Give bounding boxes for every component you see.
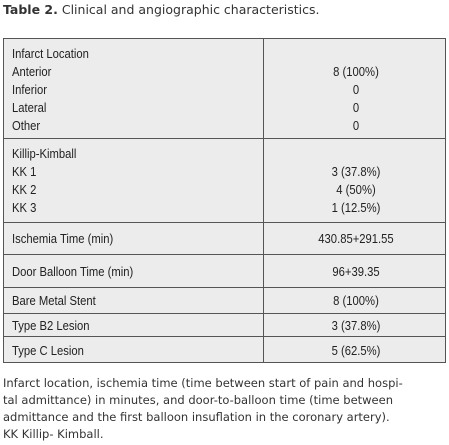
row-label: KK 1 (12, 165, 37, 179)
table-title: Table 2. Clinical and angiographic chara… (3, 2, 320, 17)
row-label: Anterior (12, 65, 52, 79)
table-row: Door Balloon Time (min) 96+39.35 (4, 255, 445, 288)
table-number: Table 2. (3, 2, 58, 17)
row-value: 0 (352, 101, 360, 115)
footnote-line: KK Killip- Kimball. (3, 427, 104, 441)
row-label: Other (12, 119, 41, 133)
footnote: Infarct location, ischemia time (time be… (3, 375, 403, 443)
row-value: 0 (352, 83, 360, 97)
row-label: Bare Metal Stent (12, 294, 96, 308)
row-label: Lateral (12, 101, 47, 115)
row-value: 0 (352, 119, 360, 133)
row-value: 430.85+291.55 (318, 232, 394, 246)
row-value: 5 (62.5%) (331, 343, 381, 358)
column-divider (263, 39, 264, 362)
row-value: 3 (37.8%) (331, 318, 381, 333)
table-row: Type B2 Lesion 3 (37.8%) (4, 314, 445, 337)
footnote-line: Infarct location, ischemia time (time be… (3, 376, 403, 390)
row-label: KK 2 (12, 183, 37, 197)
table-row: Killip-Kimball KK 1 3 (37.8%) KK 2 4 (50%) KK… (4, 139, 445, 223)
row-label: Ischemia Time (min) (12, 232, 114, 246)
row-value: 4 (50%) (336, 183, 376, 197)
row-value: 8 (100%) (333, 65, 379, 79)
table-row: Ischemia Time (min) 430.85+291.55 (4, 223, 445, 255)
row-label: Type C Lesion (12, 343, 84, 358)
row-value: 96+39.35 (332, 264, 380, 279)
table: Infarct Location Anterior 8 (100%) Inferior… (3, 38, 446, 363)
group-heading: Killip-Kimball (12, 147, 77, 161)
row-value: 8 (100%) (333, 294, 379, 308)
table-row: Type C Lesion 5 (62.5%) (4, 337, 445, 364)
footnote-line: admittance and the first balloon insufla… (3, 410, 390, 424)
row-value: 3 (37.8%) (331, 165, 381, 179)
footnote-line: tal admittance) in minutes, and door-to-… (3, 393, 394, 407)
table-caption: Clinical and angiographic characteristic… (61, 2, 320, 17)
table-row: Infarct Location Anterior 8 (100%) Inferior… (4, 39, 445, 139)
table-row: Bare Metal Stent 8 (100%) (4, 288, 445, 314)
row-label: KK 3 (12, 201, 37, 215)
row-value: 1 (12.5%) (331, 201, 381, 215)
row-label: Door Balloon Time (min) (12, 264, 134, 279)
row-label: Inferior (12, 83, 48, 97)
row-label: Type B2 Lesion (12, 318, 90, 333)
group-heading: Infarct Location (12, 47, 89, 61)
